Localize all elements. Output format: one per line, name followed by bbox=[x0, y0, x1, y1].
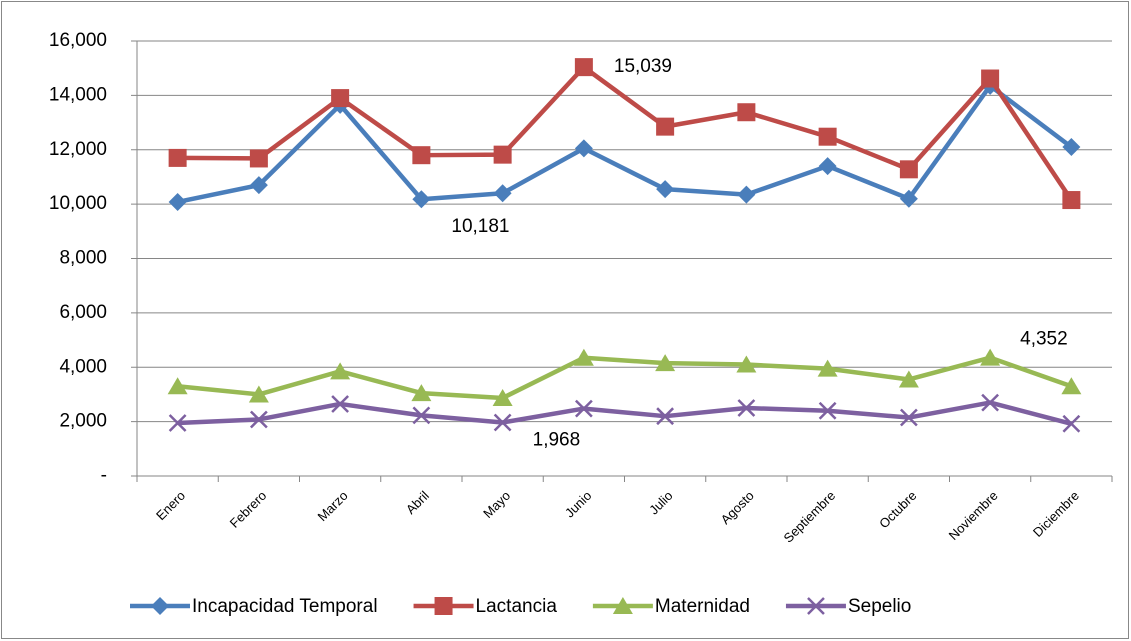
marker bbox=[818, 127, 837, 146]
marker bbox=[1062, 191, 1081, 210]
marker bbox=[655, 354, 676, 372]
marker bbox=[981, 69, 1000, 88]
data-label: 4,352 bbox=[1020, 329, 1068, 350]
legend-item: Maternidad bbox=[592, 596, 750, 617]
y-tick-label: 10,000 bbox=[49, 193, 107, 214]
y-tick-label: 6,000 bbox=[59, 302, 107, 323]
legend-item: Incapacidad Temporal bbox=[130, 596, 378, 617]
marker bbox=[493, 145, 512, 164]
marker bbox=[493, 413, 512, 432]
marker bbox=[1061, 377, 1082, 395]
marker bbox=[899, 160, 918, 179]
marker bbox=[817, 359, 838, 377]
y-tick-label: - bbox=[101, 465, 107, 486]
legend-item: Lactancia bbox=[413, 596, 558, 617]
marker bbox=[898, 370, 919, 388]
marker bbox=[656, 407, 675, 426]
y-tick-label: 4,000 bbox=[59, 356, 107, 377]
series-line bbox=[177, 400, 1072, 426]
marker bbox=[574, 58, 593, 77]
marker bbox=[737, 399, 756, 417]
marker bbox=[168, 414, 187, 432]
y-tick-label: 8,000 bbox=[59, 248, 107, 269]
marker bbox=[737, 185, 756, 204]
marker bbox=[331, 89, 350, 108]
marker bbox=[573, 348, 594, 366]
marker bbox=[249, 149, 268, 168]
legend-label: Sepelio bbox=[848, 596, 911, 617]
marker bbox=[331, 395, 350, 413]
data-label: 10,181 bbox=[451, 216, 509, 237]
y-tick-label: 16,000 bbox=[49, 30, 107, 51]
marker bbox=[574, 399, 593, 418]
marker bbox=[736, 355, 757, 373]
series-line bbox=[177, 83, 1073, 205]
y-tick-label: 2,000 bbox=[59, 411, 107, 432]
marker bbox=[899, 189, 918, 208]
marker bbox=[168, 148, 187, 167]
data-label: 1,968 bbox=[533, 430, 581, 451]
marker bbox=[248, 385, 269, 403]
marker bbox=[493, 184, 512, 203]
marker bbox=[980, 348, 1001, 366]
marker bbox=[899, 408, 918, 427]
data-label: 15,039 bbox=[614, 56, 672, 77]
marker bbox=[249, 410, 268, 429]
marker bbox=[656, 180, 675, 199]
marker bbox=[737, 103, 756, 122]
marker bbox=[330, 362, 351, 380]
marker bbox=[574, 139, 593, 158]
series-line bbox=[177, 64, 1074, 202]
marker bbox=[151, 597, 169, 615]
series-line bbox=[177, 355, 1073, 401]
marker bbox=[167, 377, 188, 395]
marker bbox=[412, 406, 431, 425]
marker bbox=[249, 176, 268, 195]
marker bbox=[612, 597, 633, 614]
marker bbox=[412, 190, 431, 209]
y-tick-label: 14,000 bbox=[49, 84, 107, 105]
marker bbox=[818, 157, 837, 176]
marker bbox=[411, 384, 432, 402]
marker bbox=[1062, 414, 1081, 433]
legend-label: Maternidad bbox=[655, 596, 750, 617]
marker bbox=[981, 393, 1000, 412]
legend-label: Lactancia bbox=[476, 596, 558, 617]
marker bbox=[818, 401, 837, 420]
marker bbox=[1062, 138, 1081, 157]
legend-label: Incapacidad Temporal bbox=[192, 596, 378, 617]
marker bbox=[168, 192, 187, 211]
marker bbox=[656, 117, 675, 136]
marker bbox=[807, 597, 825, 615]
legend-item: Sepelio bbox=[785, 596, 911, 617]
marker bbox=[492, 388, 513, 406]
y-tick-label: 12,000 bbox=[49, 139, 107, 160]
marker bbox=[412, 146, 431, 165]
marker bbox=[434, 597, 453, 615]
